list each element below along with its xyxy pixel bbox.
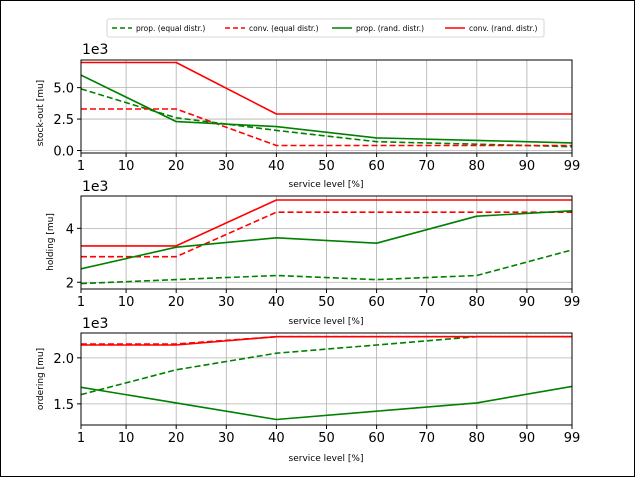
ordering-series-conv-rand (81, 335, 572, 346)
stockout-y-tick-label: 2.5 (53, 113, 74, 128)
legend: prop. (equal distr.) conv. (equal distr.… (106, 18, 545, 38)
stockout-y-axis-label: stock-out [mu] (36, 80, 46, 146)
ordering-x-tick-label: 99 (564, 431, 581, 446)
ordering-series-prop-rand (81, 385, 572, 421)
stockout-x-tick-label: 50 (318, 159, 335, 174)
ordering-y-tick-label: 2.0 (53, 352, 74, 367)
holding-series-prop-equal (81, 249, 572, 285)
legend-label-prop-rand: prop. (rand. distr.) (356, 24, 424, 33)
stockout-x-tick-label: 10 (118, 159, 135, 174)
ordering-panel: 1e3 ordering [mu] service level [%] 1 10 2… (36, 316, 580, 464)
stockout-x-tick-label: 30 (218, 159, 235, 174)
holding-x-tick-label: 60 (368, 295, 385, 310)
holding-panel: 1e3 holding [mu] service level [%] 1 10 20… (46, 179, 580, 327)
stockout-series-conv-equal (81, 108, 572, 147)
holding-series-prop-rand (81, 210, 572, 270)
stockout-x-tick-label: 70 (418, 159, 435, 174)
holding-y-tick-label: 4 (66, 222, 74, 237)
legend-label-prop-equal: prop. (equal distr.) (136, 24, 205, 33)
holding-y-axis-label: holding [mu] (46, 213, 56, 271)
holding-x-tick-label: 50 (318, 295, 335, 310)
stockout-panel: 1e3 stock-out [mu] service level [%] 1 10… (36, 42, 580, 190)
stockout-x-tick-label: 40 (268, 159, 285, 174)
legend-label-conv-equal: conv. (equal distr.) (249, 24, 319, 33)
holding-x-tick-label: 90 (519, 295, 536, 310)
ordering-x-tick-label: 80 (469, 431, 486, 446)
stockout-x-axis-label: service level [%] (289, 180, 364, 190)
stockout-series-prop-rand (81, 74, 572, 144)
ordering-x-tick-label: 50 (318, 431, 335, 446)
ordering-x-tick-label: 1 (77, 431, 85, 446)
ordering-x-tick-label: 20 (168, 431, 185, 446)
stockout-exponent-label: 1e3 (82, 42, 108, 58)
ordering-x-tick-label: 90 (519, 431, 536, 446)
holding-x-tick-label: 70 (418, 295, 435, 310)
legend-box (106, 18, 545, 38)
holding-x-tick-label: 10 (118, 295, 135, 310)
holding-x-tick-label: 30 (218, 295, 235, 310)
stockout-x-tick-label: 20 (168, 159, 185, 174)
holding-x-axis-label: service level [%] (289, 317, 364, 327)
ordering-exponent-label: 1e3 (82, 316, 108, 332)
holding-x-tick-label: 1 (77, 295, 85, 310)
holding-x-tick-label: 40 (268, 295, 285, 310)
ordering-x-tick-label: 30 (218, 431, 235, 446)
holding-x-tick-label: 99 (564, 295, 581, 310)
stockout-y-tick-label: 5.0 (53, 82, 74, 97)
ordering-y-tick-label: 1.5 (53, 398, 74, 413)
legend-label-conv-rand: conv. (rand. distr.) (469, 24, 537, 33)
stockout-x-tick-label: 99 (564, 159, 581, 174)
stockout-y-tick-label: 0.0 (53, 144, 74, 159)
holding-exponent-label: 1e3 (82, 179, 108, 195)
ordering-x-tick-label: 10 (118, 431, 135, 446)
holding-x-tick-label: 20 (168, 295, 185, 310)
holding-series-conv-rand (81, 199, 572, 247)
ordering-y-axis-label: ordering [mu] (36, 348, 46, 410)
ordering-x-axis-label: service level [%] (289, 454, 364, 464)
stockout-x-tick-label: 90 (519, 159, 536, 174)
stockout-series-conv-rand (81, 61, 572, 115)
ordering-x-tick-label: 60 (368, 431, 385, 446)
stockout-x-tick-label: 60 (368, 159, 385, 174)
stockout-x-tick-label: 1 (77, 159, 85, 174)
holding-x-tick-label: 80 (469, 295, 486, 310)
holding-series-conv-equal (81, 211, 572, 258)
ordering-x-tick-label: 40 (268, 431, 285, 446)
holding-y-tick-label: 2 (66, 276, 74, 291)
stockout-x-tick-label: 80 (469, 159, 486, 174)
ordering-x-tick-label: 70 (418, 431, 435, 446)
